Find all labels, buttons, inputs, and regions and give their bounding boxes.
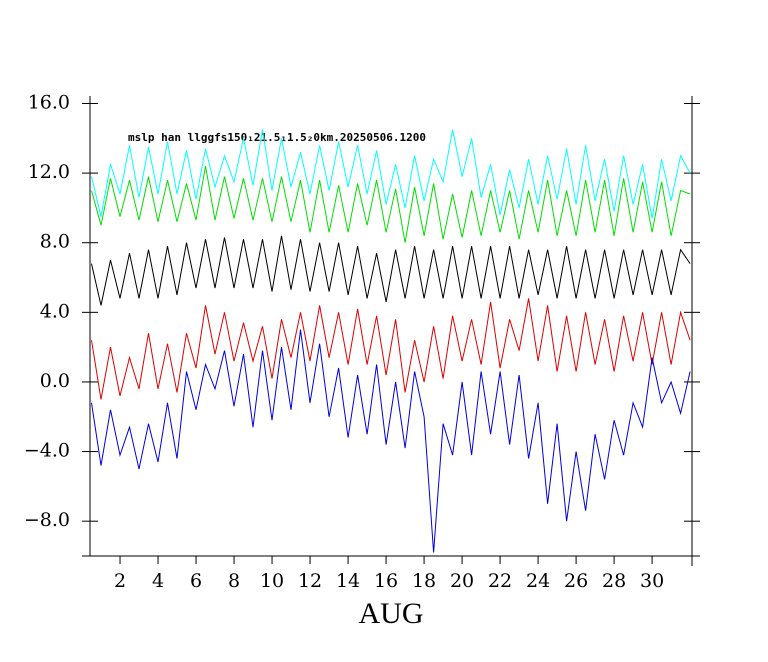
x-tick-label: 30: [640, 570, 664, 592]
x-tick-label: 16: [374, 570, 398, 592]
series-line: [91, 235, 691, 306]
series-line: [91, 166, 691, 243]
x-tick-label: 12: [298, 570, 322, 592]
x-tick-label: 6: [190, 570, 202, 592]
x-tick-label: 22: [488, 570, 512, 592]
chart-title: mslp han llggfs150₁21.5₁1.5₂0km.20250506…: [128, 131, 426, 144]
x-tick-label: 18: [412, 570, 436, 592]
y-tick-label: −4.0: [24, 440, 70, 462]
x-tick-label: 2: [114, 570, 126, 592]
series-line: [91, 329, 691, 553]
y-tick-label: −8.0: [24, 509, 70, 531]
y-tick-label: 12.0: [28, 161, 70, 183]
series-line: [91, 298, 691, 400]
x-tick-label: 20: [450, 570, 474, 592]
x-tick-label: 8: [228, 570, 240, 592]
y-tick-label: 4.0: [40, 300, 70, 322]
x-tick-label: 10: [260, 570, 284, 592]
y-tick-label: 16.0: [28, 91, 70, 113]
x-tick-label: 24: [526, 570, 550, 592]
x-tick-label: 26: [564, 570, 588, 592]
y-tick-label: 8.0: [40, 231, 70, 253]
y-tick-label: 0.0: [40, 370, 70, 392]
x-axis-label: AUG: [359, 597, 424, 630]
x-tick-label: 4: [152, 570, 164, 592]
x-tick-label: 14: [336, 570, 360, 592]
series-line: [91, 129, 691, 219]
x-tick-label: 28: [602, 570, 626, 592]
